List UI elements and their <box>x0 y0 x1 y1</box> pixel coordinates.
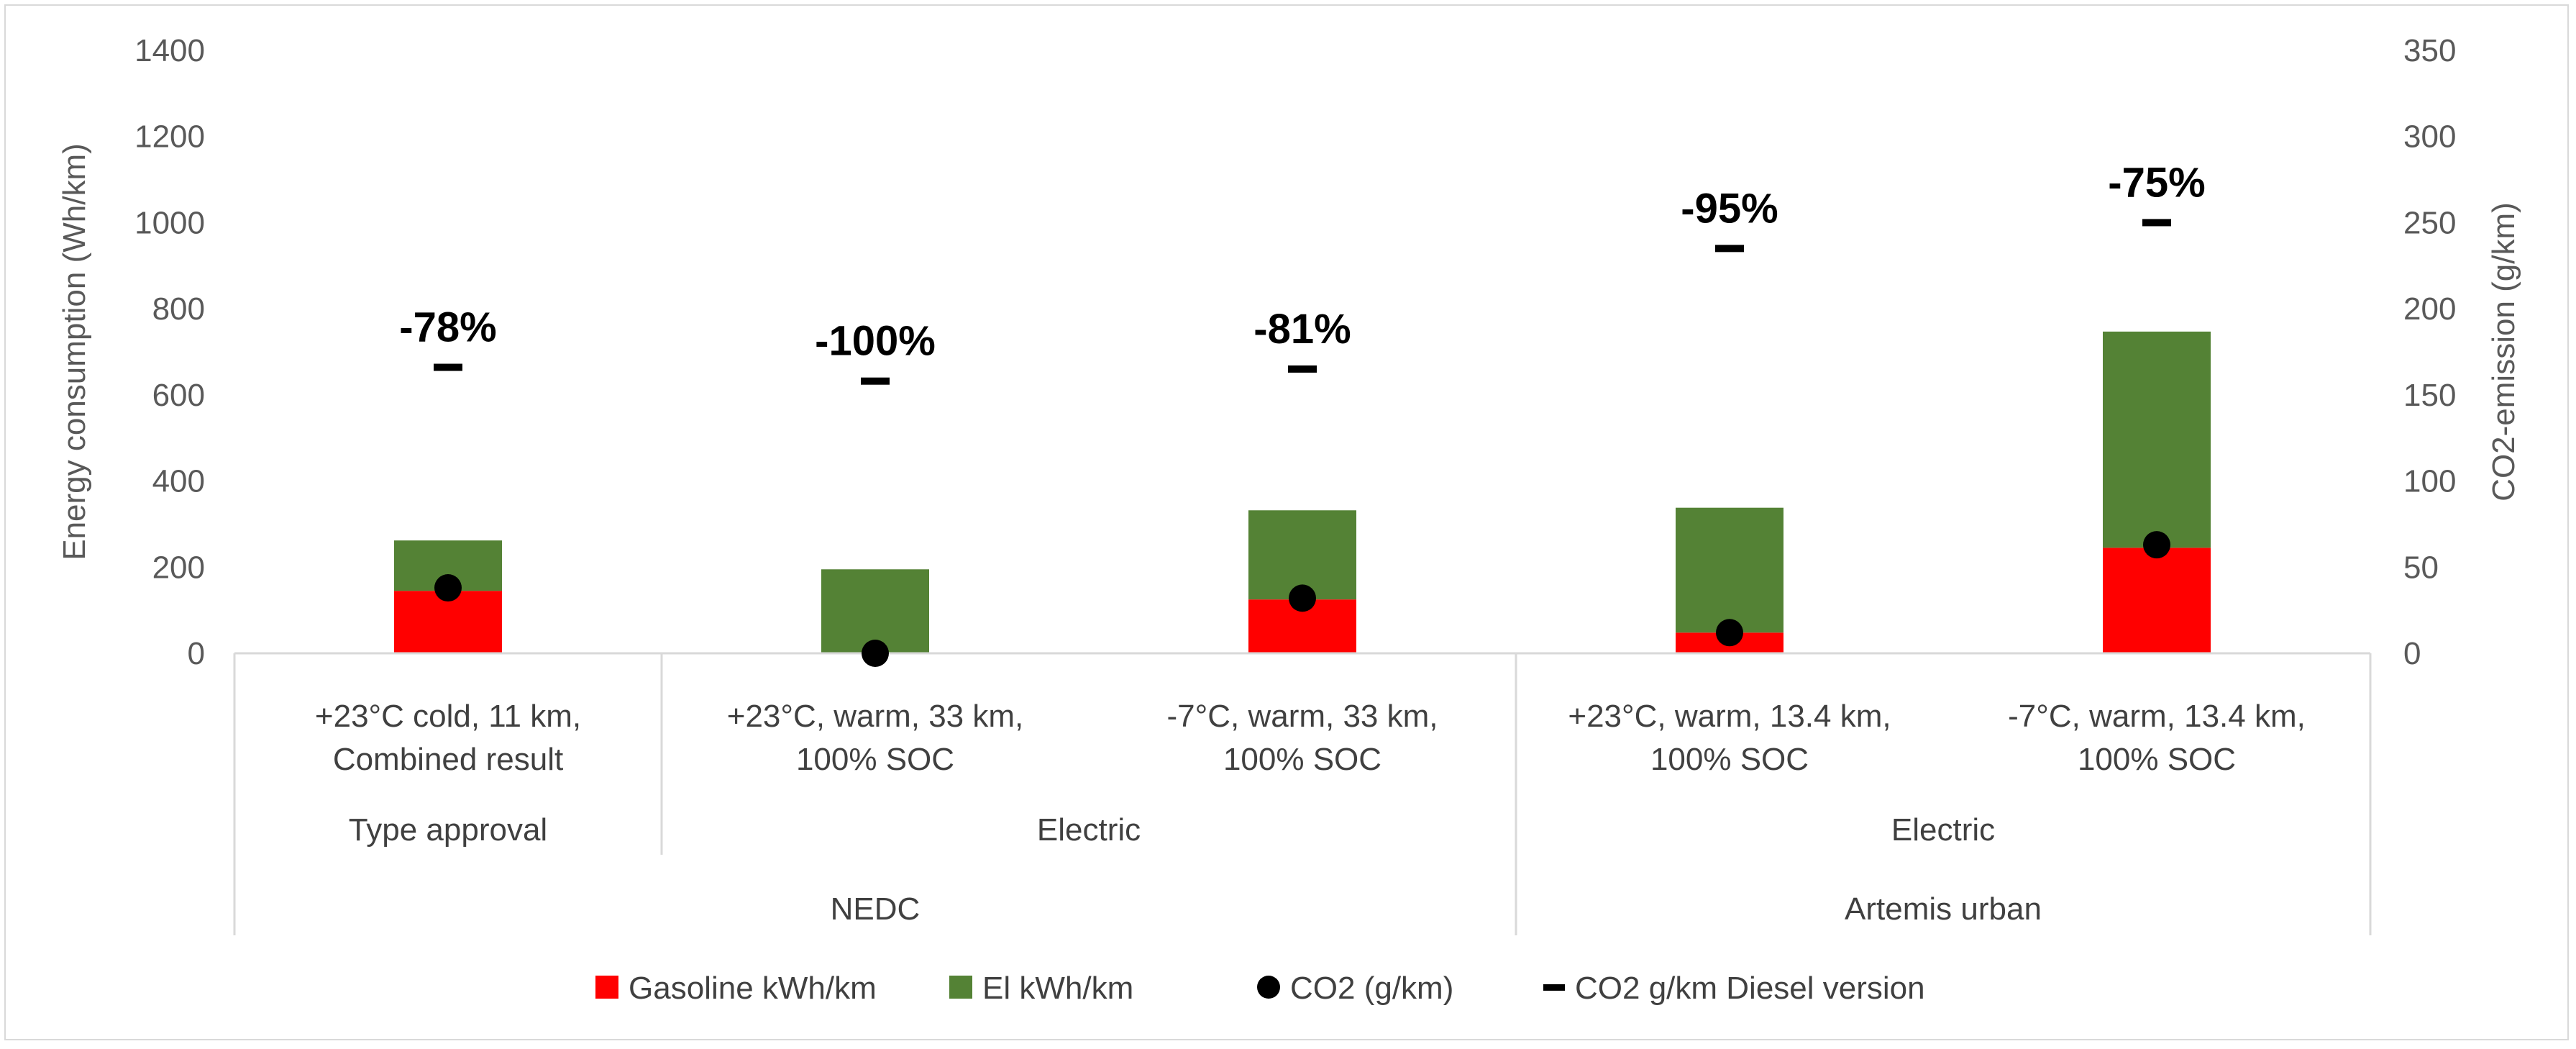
category-label: 100% SOC <box>1650 742 1809 777</box>
subgroup-label: Electric <box>1891 812 1995 848</box>
y-left-tick-label: 400 <box>152 464 205 499</box>
co2-dot <box>1289 584 1316 612</box>
group-label: Artemis urban <box>1845 891 2042 927</box>
reduction-label: -81% <box>1253 306 1351 353</box>
y-left-tick-label: 800 <box>152 291 205 327</box>
y-left-tick-label: 1000 <box>134 205 205 240</box>
y-right-tick-label: 100 <box>2403 464 2456 499</box>
y-left-tick-label: 600 <box>152 378 205 413</box>
category-label: +23°C cold, 11 km, <box>315 699 581 734</box>
y-left-tick-label: 1400 <box>134 33 205 68</box>
y-right-tick-label: 150 <box>2403 378 2456 413</box>
group-label: NEDC <box>831 891 921 927</box>
category-label: 100% SOC <box>1223 742 1381 777</box>
diesel-co2-dash <box>434 363 462 371</box>
diesel-co2-dash <box>2142 219 2171 227</box>
category-label: +23°C, warm, 33 km, <box>727 699 1024 734</box>
y-right-tick-label: 50 <box>2403 550 2439 585</box>
co2-dot <box>862 640 889 667</box>
co2-dot <box>434 574 462 602</box>
category-label: 100% SOC <box>2078 742 2236 777</box>
diesel-co2-dash <box>1715 245 1744 253</box>
reduction-label: -100% <box>815 318 936 365</box>
co2-dot <box>2143 531 2170 559</box>
legend-swatch <box>1257 976 1280 999</box>
legend-label: CO2 (g/km) <box>1290 971 1453 1006</box>
electric-bar <box>1676 507 1783 633</box>
subgroup-label: Type approval <box>349 812 547 848</box>
reduction-label: -78% <box>399 304 496 351</box>
legend-swatch <box>1543 984 1565 991</box>
category-label: -7°C, warm, 33 km, <box>1167 699 1438 734</box>
y-left-tick-label: 200 <box>152 550 205 585</box>
co2-dot <box>1716 619 1743 647</box>
legend-label: CO2 g/km Diesel version <box>1575 971 1925 1006</box>
y-right-tick-label: 300 <box>2403 119 2456 155</box>
y-left-tick-label: 1200 <box>134 119 205 155</box>
diesel-co2-dash <box>1288 365 1317 373</box>
y-right-tick-label: 0 <box>2403 636 2421 671</box>
y-right-axis-title: CO2-emission (g/km) <box>2486 202 2521 501</box>
category-label: -7°C, warm, 13.4 km, <box>2008 699 2306 734</box>
y-right-tick-label: 250 <box>2403 205 2456 240</box>
gasoline-bar <box>2103 548 2211 653</box>
category-label: 100% SOC <box>796 742 954 777</box>
subgroup-label: Electric <box>1037 812 1141 848</box>
electric-bar <box>821 569 929 653</box>
legend-label: El kWh/km <box>982 971 1133 1006</box>
y-right-tick-label: 200 <box>2403 291 2456 327</box>
y-left-tick-label: 0 <box>188 636 205 671</box>
y-left-axis-title: Energy consumption (Wh/km) <box>57 143 92 560</box>
electric-bar <box>2103 331 2211 548</box>
legend-label: Gasoline kWh/km <box>629 971 877 1006</box>
reduction-label: -95% <box>1681 185 1778 232</box>
category-label: +23°C, warm, 13.4 km, <box>1568 699 1891 734</box>
legend-swatch <box>949 976 972 999</box>
category-label: Combined result <box>333 742 563 777</box>
reduction-label: -75% <box>2108 159 2205 206</box>
y-right-tick-label: 350 <box>2403 33 2456 68</box>
legend-swatch <box>595 976 618 999</box>
diesel-co2-dash <box>861 377 890 385</box>
